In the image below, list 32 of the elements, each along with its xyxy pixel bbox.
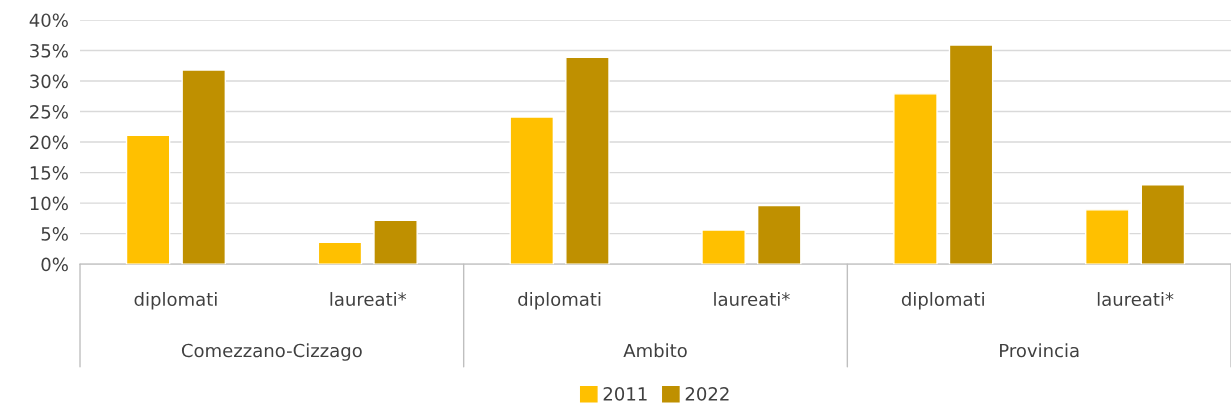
- bar: [509, 116, 555, 265]
- legend-label: 2011: [603, 387, 647, 401]
- x-tick-label: diplomati: [518, 292, 601, 310]
- y-tick-label: 30%: [30, 74, 68, 89]
- bar: [948, 44, 994, 265]
- bar: [1140, 184, 1186, 265]
- text: Ambito: [623, 343, 687, 358]
- y-tick-label: 10%: [30, 196, 68, 211]
- bar: [317, 241, 363, 265]
- bar: [373, 219, 418, 265]
- x-tick-label: laureati*: [1097, 292, 1174, 307]
- y-tick-label: 40%: [29, 13, 68, 28]
- bar: [756, 204, 802, 265]
- x-tick-label: diplomati: [134, 292, 217, 310]
- bar: [893, 93, 938, 265]
- y-tick-label: 0%: [41, 257, 68, 272]
- bar: [1084, 209, 1130, 265]
- y-tick-label: 20%: [30, 135, 68, 150]
- y-tick-label: 25%: [30, 105, 68, 119]
- y-tick-label: 5%: [41, 227, 68, 241]
- x-tick-label: diplomati: [901, 292, 984, 310]
- bar: [181, 69, 227, 265]
- x-tick-label: laureati*: [714, 292, 790, 307]
- legend-label: 2022: [685, 387, 729, 401]
- y-tick-label: 35%: [30, 43, 68, 58]
- text: Comezzano-Cizzago: [181, 343, 362, 361]
- y-tick-label: 15%: [30, 166, 68, 180]
- x-tick-label: laureati*: [330, 292, 407, 307]
- bar: [701, 229, 746, 265]
- text: Provincia: [1000, 343, 1079, 358]
- bar: [565, 56, 610, 265]
- bar: [125, 134, 171, 265]
